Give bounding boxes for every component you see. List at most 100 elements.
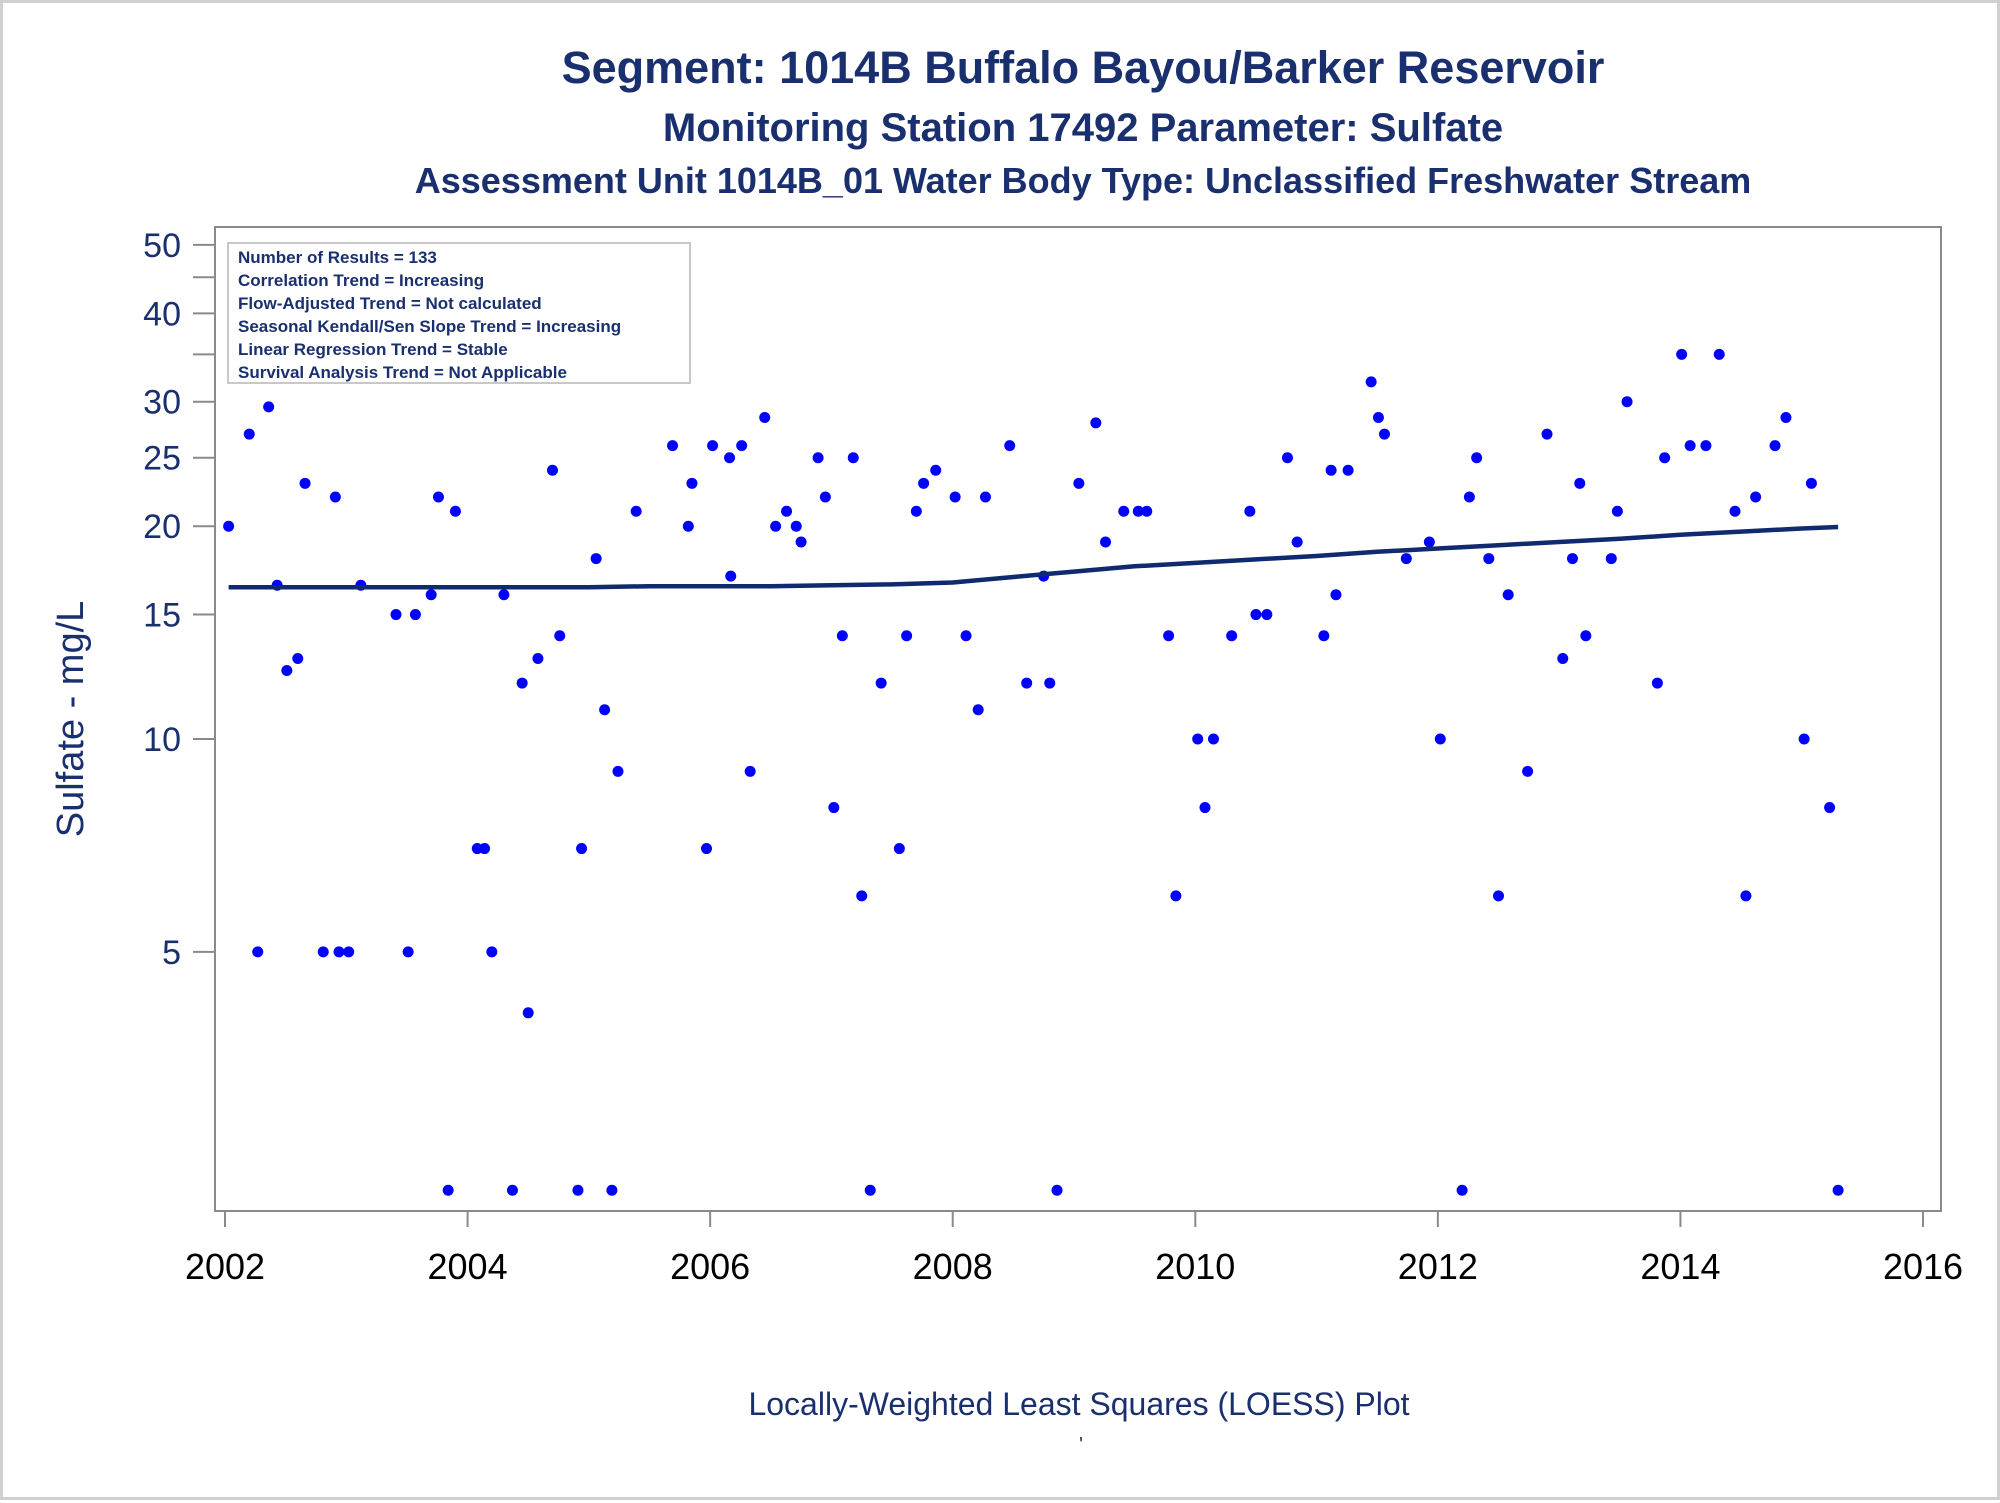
data-point: [1330, 589, 1342, 601]
data-point: [1434, 733, 1446, 745]
data-point: [918, 477, 930, 489]
info-box: Number of Results = 133 Correlation Tren…: [227, 242, 691, 384]
data-point: [402, 946, 414, 958]
data-point: [599, 704, 611, 716]
data-point: [630, 505, 642, 517]
data-point: [486, 946, 498, 958]
data-point: [790, 520, 802, 532]
info-line-results: Number of Results = 133: [238, 248, 437, 267]
data-point: [1676, 348, 1688, 360]
info-line-correlation: Correlation Trend = Increasing: [238, 271, 484, 290]
chart-title: Segment: 1014B Buffalo Bayou/Barker Rese…: [562, 42, 1605, 93]
data-point: [223, 520, 235, 532]
data-point: [1750, 491, 1762, 503]
loess-line: [228, 524, 1839, 590]
data-point: [1004, 440, 1016, 452]
data-point: [409, 609, 421, 621]
data-point: [1522, 765, 1534, 777]
data-point: [686, 477, 698, 489]
data-point: [432, 491, 444, 503]
data-point: [281, 665, 293, 677]
data-point: [1118, 505, 1130, 517]
data-point: [317, 946, 329, 958]
data-point: [1021, 677, 1033, 689]
data-point: [875, 677, 887, 689]
chart-subtitle: Monitoring Station 17492 Parameter: Sulf…: [663, 106, 1503, 150]
data-point: [828, 802, 840, 814]
data-point: [910, 505, 922, 517]
data-point: [744, 765, 756, 777]
data-point: [1100, 536, 1112, 548]
data-point: [1250, 609, 1262, 621]
data-point: [1659, 452, 1671, 464]
data-point: [1832, 1184, 1844, 1196]
data-point: [1566, 553, 1578, 565]
data-point: [506, 1184, 518, 1196]
footnote: Locally-Weighted Least Squares (LOESS) P…: [748, 1386, 1409, 1422]
data-point: [1700, 440, 1712, 452]
data-point: [893, 843, 905, 855]
data-point: [1226, 630, 1238, 642]
y-tick-label: 10: [143, 721, 181, 759]
data-point: [1780, 411, 1792, 423]
plot-area-border: [214, 226, 1942, 1212]
info-line-linear-regression: Linear Regression Trend = Stable: [238, 340, 508, 359]
chart-titles: Segment: 1014B Buffalo Bayou/Barker Rese…: [415, 42, 1752, 201]
data-point: [1574, 477, 1586, 489]
data-point: [1423, 536, 1435, 548]
data-point: [707, 440, 719, 452]
data-point: [1541, 428, 1553, 440]
x-tick-label: 2010: [1155, 1246, 1235, 1287]
data-point: [812, 452, 824, 464]
data-point: [1132, 505, 1144, 517]
data-point: [1170, 890, 1182, 902]
data-point: [1244, 505, 1256, 517]
data-point: [442, 1184, 454, 1196]
x-tick-label: 2014: [1640, 1246, 1720, 1287]
data-point: [1261, 609, 1273, 621]
data-point: [333, 946, 345, 958]
chart-subtitle-2: Assessment Unit 1014B_01 Water Body Type…: [415, 160, 1752, 201]
data-point: [1051, 1184, 1063, 1196]
data-point: [516, 677, 528, 689]
data-point: [329, 491, 341, 503]
data-point: [554, 630, 566, 642]
x-axis: 2002 2004 2006 2008 2010 2012 2014 2016: [185, 1211, 1963, 1287]
data-point: [299, 477, 311, 489]
info-line-flow-adjusted: Flow-Adjusted Trend = Not calculated: [238, 294, 542, 313]
data-point: [1463, 491, 1475, 503]
data-point: [606, 1184, 618, 1196]
data-point: [1740, 890, 1752, 902]
info-box-border: [227, 242, 691, 384]
data-point: [960, 630, 972, 642]
data-point: [930, 464, 942, 476]
data-point: [949, 491, 961, 503]
data-point: [612, 765, 624, 777]
data-point: [972, 704, 984, 716]
data-point: [1502, 589, 1514, 601]
data-point: [1769, 440, 1781, 452]
data-point: [1651, 677, 1663, 689]
data-point: [252, 946, 264, 958]
scatter-points: [223, 245, 1844, 1196]
data-point: [1372, 411, 1384, 423]
x-tick-label: 2012: [1398, 1246, 1478, 1287]
data-point: [1342, 464, 1354, 476]
data-point: [1199, 802, 1211, 814]
data-point: [1090, 417, 1102, 429]
data-point: [590, 553, 602, 565]
data-point: [1318, 630, 1330, 642]
data-point: [1456, 1184, 1468, 1196]
data-point: [263, 401, 275, 413]
data-point: [292, 652, 304, 664]
data-point: [449, 505, 461, 517]
y-axis: 5 10 15 20 25 30 40 50: [143, 227, 215, 972]
data-point: [847, 452, 859, 464]
data-point: [725, 570, 737, 582]
data-point: [1207, 733, 1219, 745]
data-point: [1493, 890, 1504, 902]
data-point: [795, 536, 807, 548]
data-point: [736, 440, 748, 452]
data-point: [498, 589, 510, 601]
data-point: [1073, 477, 1085, 489]
